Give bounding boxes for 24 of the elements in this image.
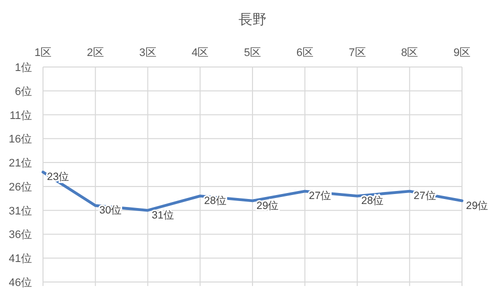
data-label: 28位 [361,195,384,207]
x-tick-label: 3区 [139,47,156,59]
x-tick-label: 2区 [86,47,104,59]
x-tick-label: 4区 [192,47,209,59]
data-label: 29位 [466,200,489,212]
data-label: 31位 [152,209,174,222]
y-tick-label: 46位 [8,277,32,289]
chart-title: 長野 [238,11,266,27]
y-tick-label: 16位 [8,134,32,146]
y-tick-label: 6位 [14,86,32,98]
y-tick-label: 11位 [10,110,32,122]
y-tick-label: 31位 [8,205,32,218]
data-label: 29位 [256,200,280,212]
y-tick-label: 41位 [8,253,32,266]
x-tick-label: 1区 [34,47,52,59]
x-tick-label: 7区 [348,47,366,59]
y-tick-label: 21位 [8,158,32,170]
x-tick-label: 8区 [401,47,418,59]
y-tick-label: 26位 [8,181,32,194]
x-tick-label: 5区 [244,47,262,59]
x-tick-label: 9区 [453,47,471,59]
x-tick-label: 6区 [296,47,314,59]
y-tick-label: 1位 [14,62,32,74]
y-tick-label: 36位 [8,229,32,242]
